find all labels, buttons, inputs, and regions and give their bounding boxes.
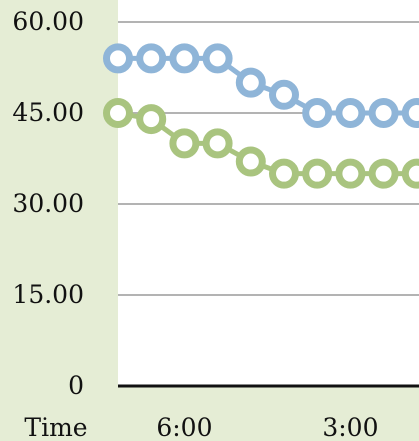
data-point xyxy=(103,98,133,128)
data-point xyxy=(368,158,399,189)
data-point xyxy=(136,43,167,74)
data-point xyxy=(269,79,299,110)
data-point xyxy=(169,128,200,159)
plot-area xyxy=(118,0,419,386)
y-tick-label: 0 xyxy=(68,371,84,400)
x-tick-labels: 6:00 3:00 xyxy=(156,413,378,441)
x-axis-title: Time xyxy=(24,413,87,441)
x-tick-label: 6:00 xyxy=(156,413,212,441)
data-point xyxy=(136,104,167,135)
series-line xyxy=(117,110,417,177)
y-tick-label: 30.00 xyxy=(12,189,84,218)
data-point xyxy=(335,98,366,128)
data-point xyxy=(302,98,333,128)
data-point xyxy=(235,146,266,177)
data-point xyxy=(401,158,419,189)
x-tick-label: 3:00 xyxy=(322,413,378,441)
y-tick-label: 15.00 xyxy=(12,280,84,309)
data-point xyxy=(401,98,419,128)
series-2 xyxy=(103,98,419,189)
data-point xyxy=(103,43,133,74)
data-point xyxy=(235,67,266,98)
y-tick-labels: 0 15.00 30.00 45.00 60.00 xyxy=(12,7,84,400)
data-point xyxy=(202,128,233,159)
data-point xyxy=(368,98,399,128)
data-point xyxy=(269,158,299,189)
series-line xyxy=(118,55,417,116)
series-layer xyxy=(103,43,419,189)
series-1 xyxy=(103,43,419,128)
data-point xyxy=(302,158,333,189)
y-tick-label: 60.00 xyxy=(12,7,84,36)
y-tick-label: 45.00 xyxy=(12,98,84,127)
data-point xyxy=(169,43,200,74)
data-point xyxy=(202,43,233,74)
data-point xyxy=(335,158,366,189)
